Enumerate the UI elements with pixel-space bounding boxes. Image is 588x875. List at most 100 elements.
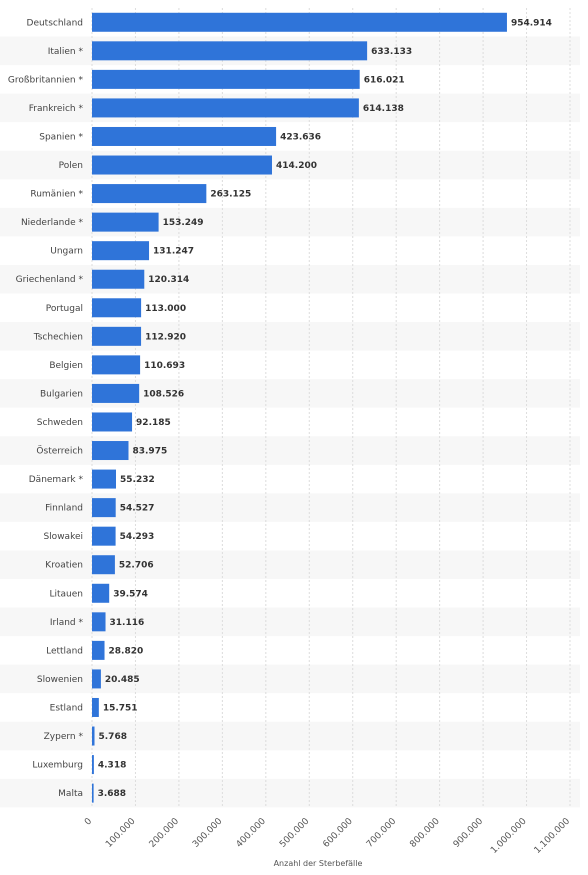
x-tick-label: 700.000 xyxy=(365,816,399,850)
bar xyxy=(92,612,106,632)
value-label: 614.138 xyxy=(363,104,404,114)
bar xyxy=(92,555,115,575)
value-label: 110.693 xyxy=(144,361,185,371)
row-stripe xyxy=(0,322,580,351)
bar xyxy=(92,269,145,289)
bar xyxy=(92,298,142,318)
category-label: Kroatien xyxy=(45,561,83,571)
value-label: 423.636 xyxy=(280,132,321,142)
category-label: Litauen xyxy=(49,589,83,599)
x-tick-label: 100.000 xyxy=(104,816,138,850)
bar xyxy=(92,326,142,346)
value-label: 92.185 xyxy=(136,418,171,428)
row-stripe xyxy=(0,207,580,237)
x-tick-label: 900.000 xyxy=(452,816,486,850)
bar xyxy=(92,12,507,32)
category-label: Frankreich * xyxy=(29,104,84,114)
category-label: Spanien * xyxy=(39,132,83,142)
value-label: 83.975 xyxy=(132,447,167,457)
row-stripe xyxy=(0,778,580,808)
x-tick-label: 400.000 xyxy=(235,816,269,850)
bar xyxy=(92,41,368,61)
bar xyxy=(92,212,159,232)
x-tick-label: 300.000 xyxy=(191,816,225,850)
value-label: 633.133 xyxy=(371,47,412,57)
category-label: Lettland xyxy=(46,646,83,656)
category-label: Finnland xyxy=(45,504,83,514)
bar xyxy=(92,755,94,775)
category-label: Luxemburg xyxy=(32,761,83,771)
bar xyxy=(92,526,116,546)
category-label: Portugal xyxy=(46,304,83,314)
value-label: 616.021 xyxy=(364,75,405,85)
x-tick-label: 800.000 xyxy=(408,816,442,850)
x-tick-label: 1.000.000 xyxy=(489,816,529,856)
value-label: 954.914 xyxy=(511,18,552,28)
value-label: 55.232 xyxy=(120,475,155,485)
value-label: 39.574 xyxy=(113,589,148,599)
value-label: 263.125 xyxy=(210,190,251,200)
bar xyxy=(92,383,140,403)
bar xyxy=(92,498,116,518)
category-label: Rumänien * xyxy=(30,190,83,200)
bar xyxy=(92,155,272,175)
bar xyxy=(92,469,117,489)
bar xyxy=(92,783,94,803)
bar xyxy=(92,412,133,432)
row-stripe xyxy=(0,379,580,408)
category-label: Schweden xyxy=(37,418,83,428)
value-label: 20.485 xyxy=(105,675,140,685)
x-tick-label: 1.100.000 xyxy=(533,816,573,856)
category-labels: Deutschland Italien * Großbritannien * Fran… xyxy=(8,18,84,799)
row-stripe xyxy=(0,664,580,694)
category-label: Dänemark * xyxy=(29,475,84,485)
bar xyxy=(92,669,101,689)
bar xyxy=(92,583,110,603)
bars xyxy=(92,12,507,803)
row-stripe xyxy=(0,264,580,294)
category-label: Italien * xyxy=(48,47,84,57)
row-stripe xyxy=(0,607,580,637)
x-tick-labels: 0 100.000 200.000 300.000 400.000 500.000 600.… xyxy=(83,816,572,856)
category-label: Großbritannien * xyxy=(8,75,84,85)
bar xyxy=(92,184,207,204)
value-label: 113.000 xyxy=(145,304,186,314)
category-label: Griechenland * xyxy=(16,275,84,285)
category-label: Ungarn xyxy=(50,247,83,257)
value-label: 414.200 xyxy=(276,161,317,171)
category-label: Belgien xyxy=(49,361,83,371)
row-stripe xyxy=(0,721,580,751)
category-label: Malta xyxy=(58,789,83,799)
value-label: 52.706 xyxy=(119,561,154,571)
category-label: Estland xyxy=(50,703,83,713)
bar xyxy=(92,98,359,118)
bar xyxy=(92,441,129,461)
row-stripe xyxy=(0,493,580,522)
category-label: Slowenien xyxy=(37,675,83,685)
x-tick-label: 500.000 xyxy=(278,816,312,850)
value-label: 15.751 xyxy=(103,703,138,713)
value-label: 120.314 xyxy=(148,275,189,285)
value-labels: 954.914 633.133 616.021 614.138 423.636 414.2… xyxy=(98,18,552,799)
row-stripes xyxy=(0,36,580,808)
bar xyxy=(92,355,141,375)
value-label: 108.526 xyxy=(143,389,184,399)
row-stripe xyxy=(0,550,580,579)
category-label: Niederlande * xyxy=(21,218,84,228)
category-label: Polen xyxy=(59,161,83,171)
bar xyxy=(92,726,95,746)
bar xyxy=(92,697,99,717)
bar xyxy=(92,640,105,660)
x-tick-label: 600.000 xyxy=(321,816,355,850)
value-label: 112.920 xyxy=(145,332,186,342)
bar xyxy=(92,241,150,261)
value-label: 3.688 xyxy=(98,789,126,799)
value-label: 31.116 xyxy=(110,618,145,628)
category-label: Tschechien xyxy=(33,332,83,342)
value-label: 5.768 xyxy=(99,732,127,742)
category-label: Österreich xyxy=(36,446,83,457)
x-tick-label: 200.000 xyxy=(148,816,182,850)
category-label: Deutschland xyxy=(27,18,83,28)
value-label: 131.247 xyxy=(153,247,194,257)
